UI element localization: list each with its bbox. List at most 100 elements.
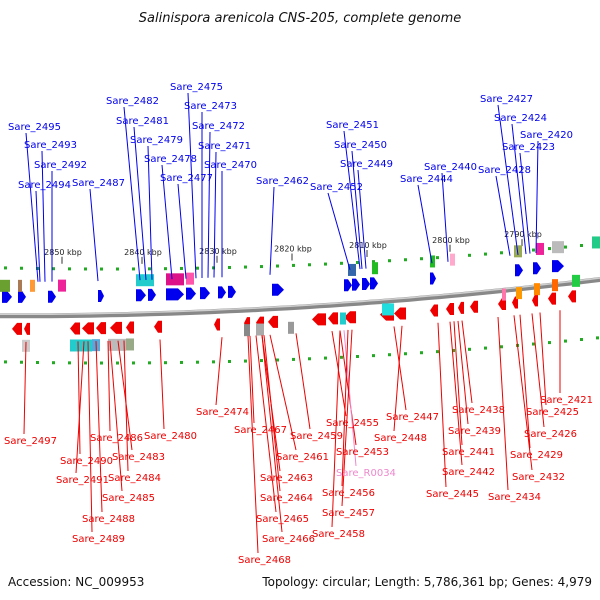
reverse-label-leader: [461, 320, 473, 404]
forward-gene-arrow: [136, 289, 146, 302]
reverse-label-leader: [331, 330, 347, 417]
reverse-label-leader: [95, 341, 103, 513]
upper-tick-mark: [100, 267, 103, 271]
upper-tick-mark: [132, 267, 135, 271]
forward-label-leader: [511, 123, 527, 255]
forward-gene-arrow: [533, 262, 541, 275]
reverse-gene-arrow: [82, 322, 94, 335]
forward-label-leader: [417, 184, 433, 264]
upper-tick-mark: [276, 264, 279, 268]
reverse-label-leader: [453, 321, 463, 446]
reverse-gene-label: Sare_2458: [312, 529, 365, 540]
reverse-label-leader: [215, 337, 223, 406]
reverse-gene-arrow: [24, 322, 30, 335]
forward-label-leader: [41, 150, 46, 282]
upper-tick-mark: [500, 251, 503, 255]
reverse-label-leader: [531, 313, 545, 428]
reverse-gene-label: Sare_2445: [426, 489, 479, 500]
gene-feature-block: [136, 274, 154, 287]
reverse-label-leader: [539, 312, 547, 406]
reverse-gene-label: Sare_R0034: [336, 468, 396, 479]
reverse-label-leader: [295, 333, 311, 430]
lower-tick-mark: [500, 345, 503, 349]
scale-tick-label: 2790 kbp: [504, 230, 542, 239]
forward-gene-arrow: [272, 283, 284, 296]
scale-tick-label: 2800 kbp: [432, 236, 470, 245]
gene-feature-block: [450, 253, 455, 266]
reverse-gene-arrow: [458, 301, 464, 314]
upper-tick-mark: [324, 262, 327, 266]
lower-tick-mark: [132, 361, 135, 365]
reverse-label-leader: [457, 320, 469, 425]
reverse-gene-label: Sare_2457: [322, 508, 375, 519]
gene-feature-block: [430, 255, 435, 268]
upper-tick-mark: [84, 267, 87, 271]
forward-gene-label: Sare_2420: [520, 130, 573, 141]
upper-tick-mark: [180, 266, 183, 270]
backbone-highlight: [0, 277, 600, 316]
forward-gene-label: Sare_2450: [334, 140, 387, 151]
reverse-gene-label: Sare_2448: [374, 433, 427, 444]
upper-tick-mark: [212, 266, 215, 270]
reverse-label-leader: [261, 335, 283, 533]
reverse-gene-label: Sare_2484: [108, 473, 161, 484]
reverse-gene-label: Sare_2490: [60, 456, 113, 467]
forward-gene-arrow: [186, 287, 196, 300]
forward-gene-label: Sare_2470: [204, 160, 257, 171]
reverse-gene-label: Sare_2432: [512, 472, 565, 483]
gene-feature-block: [288, 321, 294, 334]
lower-tick-mark: [404, 352, 407, 356]
reverse-gene-arrow: [446, 303, 454, 316]
upper-tick-mark: [468, 253, 471, 257]
map-title: Salinispora arenicola CNS-205, complete …: [139, 11, 461, 26]
lower-tick-mark: [164, 361, 167, 365]
reverse-label-leader: [341, 329, 353, 507]
forward-label-leader: [327, 192, 351, 270]
forward-gene-arrow: [148, 288, 156, 301]
forward-gene-label: Sare_2423: [502, 142, 555, 153]
reverse-gene-label: Sare_2485: [102, 493, 155, 504]
gene-feature-block: [552, 241, 564, 254]
lower-tick-mark: [532, 342, 535, 346]
forward-label-leader: [161, 164, 173, 280]
scale-tick-label: 2830 kbp: [199, 247, 237, 256]
forward-gene-label: Sare_2428: [478, 165, 531, 176]
forward-gene-arrow: [552, 260, 564, 273]
gene-feature-block: [244, 324, 250, 337]
forward-label-leader: [123, 106, 141, 281]
reverse-gene-label: Sare_2438: [452, 405, 505, 416]
lower-tick-mark: [452, 349, 455, 353]
forward-gene-arrow: [370, 277, 378, 290]
upper-tick-mark: [420, 257, 423, 261]
reverse-label-leader: [343, 330, 357, 467]
forward-gene-label: Sare_2462: [256, 176, 309, 187]
reverse-gene-label: Sare_2456: [322, 488, 375, 499]
gene-feature-block: [18, 279, 22, 292]
lower-tick-mark: [4, 360, 7, 364]
reverse-gene-label: Sare_2488: [82, 514, 135, 525]
forward-label-leader: [535, 140, 539, 253]
upper-tick-mark: [196, 266, 199, 270]
upper-tick-mark: [548, 247, 551, 251]
gene-feature-block: [348, 263, 356, 276]
forward-gene-label: Sare_2479: [130, 135, 183, 146]
reverse-gene-label: Sare_2465: [256, 514, 309, 525]
reverse-label-leader: [519, 314, 531, 449]
reverse-label-leader: [247, 335, 259, 554]
lower-tick-mark: [580, 338, 583, 342]
forward-gene-arrow: [515, 264, 523, 277]
gene-feature-block: [382, 303, 394, 316]
reverse-label-leader: [341, 329, 349, 487]
reverse-gene-arrow: [110, 321, 122, 334]
upper-tick-mark: [388, 259, 391, 263]
forward-gene-label: Sare_2472: [192, 121, 245, 132]
reverse-label-leader: [255, 335, 277, 513]
gene-feature-block: [256, 323, 264, 336]
forward-gene-label: Sare_2478: [144, 154, 197, 165]
forward-label-leader: [495, 175, 511, 256]
reverse-gene-label: Sare_2491: [56, 475, 109, 486]
forward-gene-label: Sare_2477: [160, 173, 213, 184]
reverse-gene-label: Sare_2459: [290, 431, 343, 442]
reverse-label-leader: [437, 322, 447, 488]
gene-feature-block: [592, 236, 600, 249]
